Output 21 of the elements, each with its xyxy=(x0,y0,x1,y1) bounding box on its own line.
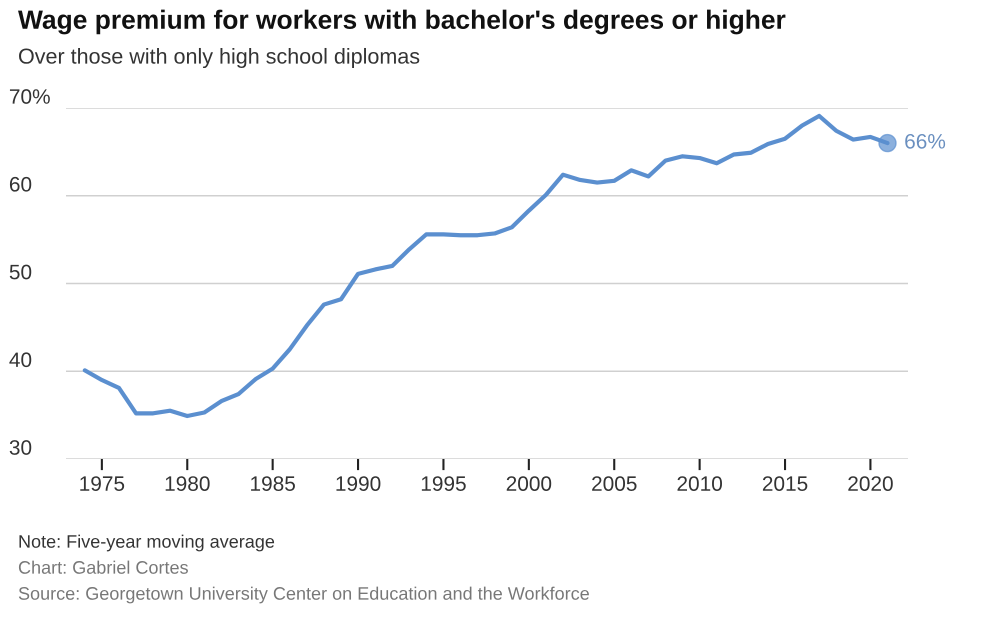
x-tick-label: 1980 xyxy=(166,476,210,491)
chart-title: Wage premium for workers with bachelor's degrees or higher xyxy=(18,10,786,34)
x-tick-label: 2015 xyxy=(762,476,808,491)
annotation: 66% xyxy=(905,134,946,149)
y-tick-label: 50 xyxy=(10,264,32,280)
text: Chart: Gabriel Cortes xyxy=(18,560,188,574)
x-tick-label: 1975 xyxy=(80,476,124,491)
chart-subtitle: Over those with only high school diplomas xyxy=(19,48,420,68)
text: Note: Five-year moving average xyxy=(19,534,274,552)
y-tick-label: 70% xyxy=(10,89,50,104)
x-tick-label: 1995 xyxy=(422,476,466,491)
x-tick-label: 2010 xyxy=(678,476,722,491)
source-note: Source: Georgetown University Center on Education and the Workforce xyxy=(18,586,589,604)
x-tick-label: 1985 xyxy=(251,476,295,491)
y-tick-label: 30 xyxy=(10,440,32,455)
x-tick-label: 2020 xyxy=(848,476,893,491)
y-tick-label: 40 xyxy=(9,352,32,368)
x-tick-label: 2005 xyxy=(592,476,637,491)
y-tick-label: 60 xyxy=(10,176,32,192)
x-tick-label: 2000 xyxy=(506,476,552,491)
x-tick-label: 1990 xyxy=(336,476,380,491)
